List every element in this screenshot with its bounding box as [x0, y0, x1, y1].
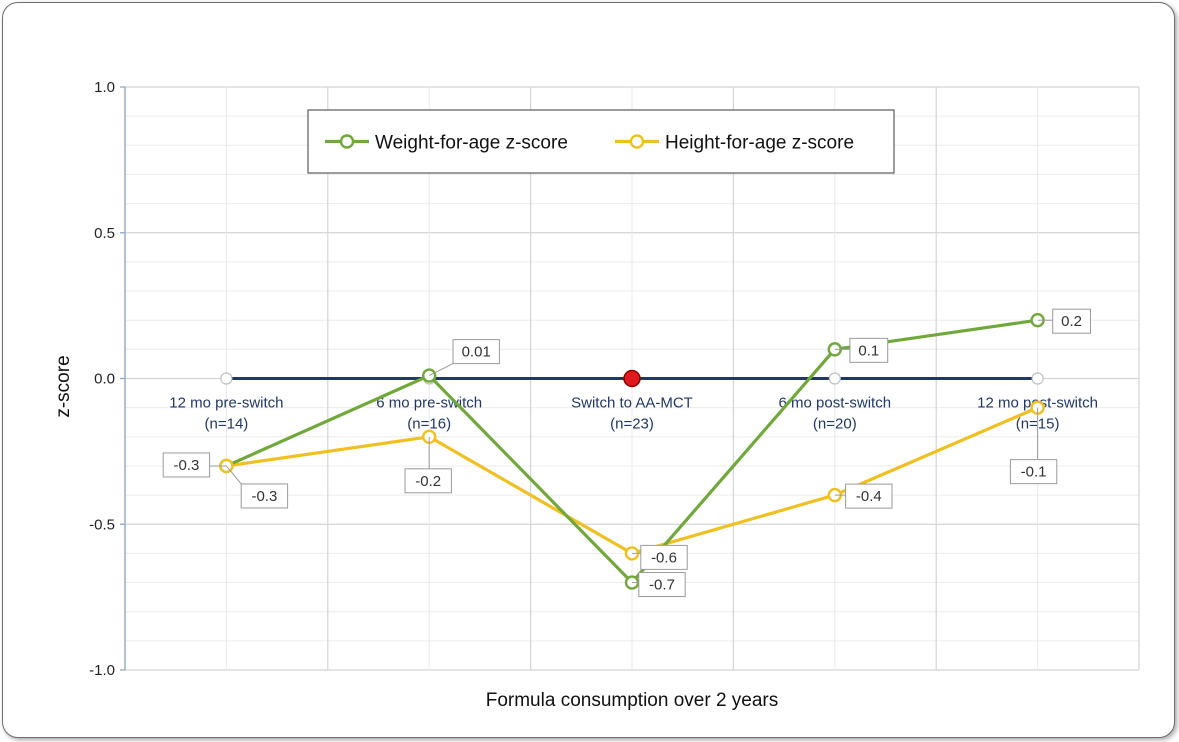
y-tick-label: -1.0: [89, 662, 115, 679]
data-label-leader: [226, 465, 242, 485]
data-label-box: [240, 483, 289, 509]
category-label-line: (n=14): [205, 416, 249, 433]
y-tick-label: 0.0: [94, 371, 115, 388]
data-label-box: [162, 452, 211, 478]
data-label-text: -0.3: [251, 488, 277, 505]
data-label-box: [1009, 459, 1058, 485]
y-tick-label: 1.0: [94, 79, 115, 96]
category-label: 6 mo pre-switch (n=16): [376, 395, 482, 433]
data-label-box: [404, 468, 452, 494]
data-label-text: 0.2: [1061, 313, 1082, 330]
legend-marker-1: [629, 134, 645, 149]
category-label-line: (n=20): [813, 416, 857, 433]
y-tick-label: 0.5: [94, 225, 115, 242]
data-label-text: -0.3: [173, 457, 199, 474]
category-label-line: (n=23): [610, 416, 654, 433]
data-label-text: -0.4: [856, 488, 882, 505]
legend-box: [307, 109, 895, 174]
data-label-box: [849, 337, 889, 363]
data-label-leader: [428, 363, 454, 377]
category-label: 12 mo pre-switch (n=14): [169, 395, 283, 433]
data-label-text: 0.01: [462, 344, 491, 361]
data-label-box: [638, 572, 686, 598]
data-label-box: [452, 339, 500, 365]
legend-label-0: Weight-for-age z-score: [375, 133, 568, 154]
baseline-highlight-marker: [623, 369, 641, 388]
y-axis-title: z-score: [53, 355, 74, 417]
data-label: 0.1: [834, 337, 889, 363]
data-label: -0.6: [632, 544, 688, 570]
data-label: -0.2: [404, 436, 452, 494]
y-tick-label: -0.5: [89, 516, 115, 533]
data-label: -0.4: [834, 483, 893, 509]
category-label-line: (n=16): [407, 416, 451, 433]
data-label-text: -0.1: [1021, 464, 1047, 481]
data-label-text: -0.2: [415, 473, 441, 490]
data-label-text: -0.6: [651, 549, 677, 566]
data-label: -0.1: [1009, 407, 1058, 485]
line-chart: 1.0 0.5 0.0 -0.5 -1.0 z-score Formula consumpt…: [53, 79, 1140, 711]
legend-marker-0: [339, 134, 355, 149]
data-label: -0.3: [226, 465, 289, 509]
data-label-text: 0.1: [858, 342, 879, 359]
category-label-line: 12 mo pre-switch: [169, 395, 283, 412]
x-axis-title: Formula consumption over 2 years: [486, 690, 779, 711]
data-label: 0.2: [1037, 308, 1091, 334]
data-label: -0.7: [632, 572, 686, 598]
baseline-marker: [220, 372, 233, 385]
data-label: 0.01: [428, 339, 500, 377]
category-label-line: 6 mo pre-switch: [376, 395, 482, 412]
baseline-marker: [1031, 372, 1044, 385]
data-label-text: -0.7: [649, 577, 675, 594]
category-label: Switch to AA-MCT (n=23): [571, 395, 693, 433]
category-label-line: Switch to AA-MCT: [571, 395, 693, 412]
baseline-marker: [828, 372, 841, 385]
legend-label-1: Height-for-age z-score: [665, 133, 854, 154]
data-label: -0.3: [162, 452, 227, 478]
data-label-box: [1052, 308, 1091, 334]
data-label-box: [640, 544, 688, 570]
category-label: 6 mo post-switch (n=20): [779, 395, 892, 433]
data-label-box: [845, 483, 893, 509]
category-label-line: 6 mo post-switch: [779, 395, 892, 412]
